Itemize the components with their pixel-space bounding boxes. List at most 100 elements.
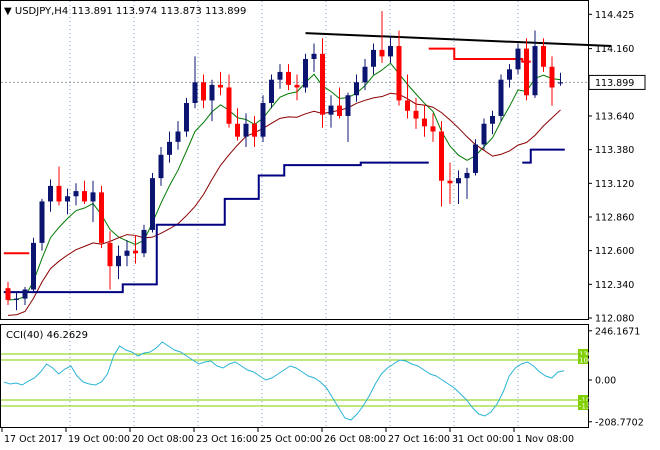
time-tick-label: 27 Oct 16:00 <box>388 434 450 445</box>
cci-level-tag-label: -100 <box>579 397 595 405</box>
candle-body <box>39 201 45 243</box>
candle-body <box>447 180 453 184</box>
cci-tick-label: 246.1671 <box>595 326 640 337</box>
candle-body <box>201 82 206 101</box>
candle-body <box>141 229 147 254</box>
support-step-line <box>3 161 429 294</box>
price-tick-label: 112.340 <box>595 280 634 291</box>
candle-body <box>481 123 487 145</box>
candle-body <box>490 115 495 124</box>
candle-body <box>133 250 138 254</box>
cci-level-tag <box>578 395 588 404</box>
time-axis[interactable]: 17 Oct 2017 19 Oct 00:00 20 Oct 08:00 23 Oc… <box>1 428 574 445</box>
support-step-line-2 <box>522 148 565 164</box>
cci-level-tag <box>578 401 588 410</box>
candle-body <box>379 49 385 57</box>
candle-body <box>549 66 555 88</box>
candle-body <box>5 288 11 300</box>
cci-level-tag-label: 100 <box>579 357 592 365</box>
candles <box>5 11 563 311</box>
cci-level-tag <box>578 349 588 358</box>
candle-body <box>31 242 36 290</box>
candle-body <box>252 123 257 137</box>
candle-body <box>328 105 334 115</box>
candle-body <box>14 298 19 300</box>
time-tick-label: 31 Oct 00:00 <box>452 434 514 445</box>
candle-body <box>473 144 478 173</box>
candle-body <box>354 82 359 96</box>
candle-body <box>515 48 521 70</box>
time-tick-label: 17 Oct 2017 <box>4 434 63 445</box>
candle-body <box>235 123 240 137</box>
cci-level-tag <box>578 355 588 364</box>
candle-body <box>524 48 529 96</box>
price-tick-label: 112.860 <box>595 212 634 223</box>
cci-axis[interactable]: 246.1671 0.00 -208.7702 <box>588 326 644 428</box>
cci-pane[interactable] <box>0 324 589 428</box>
candle-body <box>218 84 223 88</box>
candle-body <box>422 118 427 127</box>
cci-tick-label: 0.00 <box>595 376 616 387</box>
candle-body <box>82 191 87 202</box>
price-tick-label: 113.640 <box>595 111 634 122</box>
cci-series <box>3 341 565 421</box>
cci-label: CCI(40) 46.2629 <box>6 330 88 341</box>
candle-body <box>286 71 291 85</box>
time-tick-label: 1 Nov 08:00 <box>516 434 574 445</box>
candle-body <box>507 69 512 80</box>
ohlc-values: 113.891 113.974 113.873 113.899 <box>71 6 246 17</box>
price-tick-label: 113.899 <box>595 78 634 89</box>
time-tick-label: 25 Oct 00:00 <box>260 434 322 445</box>
candle-body <box>498 79 504 116</box>
collapse-arrow-icon: ▼ <box>4 6 12 17</box>
candle-body <box>124 250 130 256</box>
candle-body <box>464 172 470 179</box>
cci-line <box>3 341 565 421</box>
candle-body <box>269 79 274 104</box>
time-tick-label: 20 Oct 08:00 <box>132 434 194 445</box>
time-tick-label: 26 Oct 08:00 <box>324 434 386 445</box>
candle-body <box>371 49 376 67</box>
resistance-step-line <box>428 47 531 63</box>
candle-body <box>209 84 215 101</box>
candle-body <box>311 53 317 59</box>
candle-body <box>158 154 164 179</box>
candle-body <box>413 110 419 119</box>
cci-level-tag-label: -130 <box>579 403 595 411</box>
current-price-box <box>588 74 646 90</box>
grid <box>69 1 519 427</box>
price-tick-label: 114.425 <box>595 10 634 21</box>
trend-line <box>305 32 612 48</box>
candle-body <box>22 289 28 299</box>
candle-body <box>243 123 249 137</box>
candle-body <box>56 185 62 202</box>
candle-body <box>99 192 104 243</box>
candle-body <box>48 185 53 202</box>
candle-body <box>73 191 79 197</box>
candle-body <box>541 46 546 67</box>
candle-body <box>90 192 96 202</box>
time-tick-label: 23 Oct 16:00 <box>196 434 258 445</box>
candle-body <box>116 255 121 267</box>
candle-body <box>320 53 325 115</box>
price-tick-label: 114.160 <box>595 44 634 55</box>
candle-body <box>558 82 563 84</box>
cci-tick-label: -208.7702 <box>595 417 644 428</box>
candle-body <box>184 103 189 132</box>
time-tick-label: 19 Oct 00:00 <box>68 434 130 445</box>
symbol-label: USDJPY,H4 <box>15 6 68 17</box>
candle-body <box>167 141 172 155</box>
slow-ma-line <box>7 92 561 316</box>
price-pane[interactable] <box>0 0 589 320</box>
price-tick-label: 112.080 <box>595 314 634 325</box>
price-axis[interactable]: 114.425 114.160 113.899 113.640 113.380 113.1… <box>588 10 646 325</box>
candle-body <box>65 196 70 202</box>
cci-level-tag-label: 130 <box>579 351 592 359</box>
candle-body <box>294 84 300 88</box>
candle-body <box>405 100 410 111</box>
candle-body <box>439 131 444 181</box>
candle-body <box>362 66 368 83</box>
candle-body <box>532 46 538 96</box>
candle-body <box>396 46 402 101</box>
